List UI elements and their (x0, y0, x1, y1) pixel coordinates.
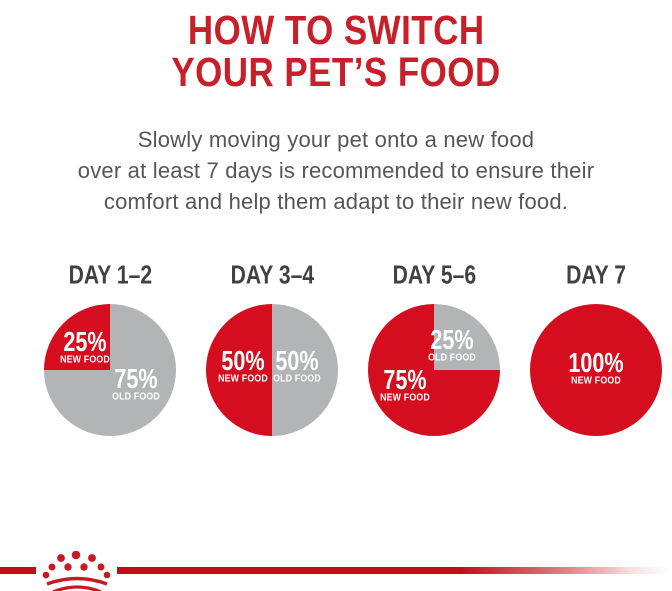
pie-chart: 75% NEW FOOD 25% OLD FOOD (368, 304, 500, 436)
slice-label: 50% NEW FOOD (215, 345, 272, 385)
day-label: DAY 1–2 (68, 261, 152, 290)
subtitle: Slowly moving your pet onto a new food o… (0, 124, 672, 217)
day-chart: DAY 3–4 50% NEW FOOD 50% OLD FOOD (205, 261, 339, 436)
page-title: HOW TO SWITCH YOUR PET’S FOOD (0, 8, 672, 96)
pie-slice-new-food (44, 304, 110, 370)
title-line-1: HOW TO SWITCH (187, 8, 485, 54)
slice-percent-value: 25% (430, 324, 475, 356)
pie-slice-old-food (434, 304, 500, 370)
slice-percent-value: 25% (63, 325, 107, 357)
slice-food-label: NEW FOOD (571, 375, 621, 387)
slice-percent-value: 50% (275, 345, 319, 377)
slice-food-label: NEW FOOD (218, 373, 268, 385)
slice-label: 50% OLD FOOD (270, 345, 324, 385)
slice-percent-value: 100% (568, 346, 624, 378)
title-line-2: YOUR PET’S FOOD (171, 50, 501, 96)
slice-label: 75% OLD FOOD (109, 362, 163, 403)
footer-rule-right (117, 567, 672, 574)
royal-canin-crown-icon (42, 551, 111, 591)
day-label: DAY 7 (566, 261, 626, 290)
pie-slice-old-food (272, 304, 338, 436)
slice-food-label: NEW FOOD (380, 392, 430, 404)
day-chart: DAY 7 100% NEW FOOD (529, 261, 663, 436)
day-label: DAY 3–4 (230, 261, 314, 290)
pie-slice-old-food (44, 304, 176, 436)
pie-chart: 25% NEW FOOD 75% OLD FOOD (44, 304, 176, 436)
slice-food-label: OLD FOOD (428, 352, 477, 364)
day-label: DAY 5–6 (392, 261, 476, 290)
subtitle-line-2: over at least 7 days is recommended to e… (77, 158, 595, 183)
charts-row: DAY 1–2 25% NEW FOOD 75% OLD FOOD DAY 3–4 50% N… (43, 261, 672, 436)
slice-percent-value: 50% (221, 345, 265, 377)
subtitle-line-3: comfort and help them adapt to their new… (103, 189, 569, 214)
slice-percent-value: 75% (114, 362, 159, 394)
footer-rule-left (0, 567, 36, 574)
pie-slice-new-food (530, 304, 662, 436)
slice-label: 100% NEW FOOD (561, 346, 630, 387)
slice-food-label: OLD FOOD (112, 391, 161, 403)
day-chart: DAY 5–6 75% NEW FOOD 25% OLD FOOD (367, 261, 501, 436)
subtitle-line-1: Slowly moving your pet onto a new food (137, 127, 535, 152)
slice-food-label: OLD FOOD (273, 373, 322, 385)
pie-chart: 50% NEW FOOD 50% OLD FOOD (206, 304, 338, 436)
slice-label: 75% NEW FOOD (377, 363, 434, 404)
slice-food-label: NEW FOOD (59, 354, 110, 366)
slice-label: 25% OLD FOOD (425, 324, 479, 364)
slice-percent-value: 75% (383, 363, 427, 395)
pie-chart: 100% NEW FOOD (530, 304, 662, 436)
pie-slice-new-food (206, 304, 272, 436)
slice-label: 25% NEW FOOD (57, 325, 114, 366)
day-chart: DAY 1–2 25% NEW FOOD 75% OLD FOOD (43, 261, 177, 436)
